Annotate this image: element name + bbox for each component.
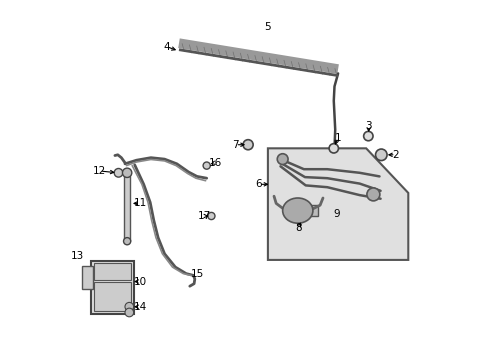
Circle shape	[363, 131, 372, 141]
Text: 11: 11	[133, 198, 146, 208]
Circle shape	[328, 144, 338, 153]
Circle shape	[123, 238, 130, 245]
Text: 1: 1	[334, 132, 341, 143]
Circle shape	[114, 168, 122, 177]
Ellipse shape	[282, 198, 312, 223]
Text: 15: 15	[190, 269, 203, 279]
Text: 6: 6	[255, 179, 262, 189]
Bar	[94, 263, 131, 280]
Text: 2: 2	[391, 150, 398, 160]
Text: 17: 17	[197, 211, 210, 221]
Text: 8: 8	[295, 222, 301, 233]
Text: 7: 7	[232, 140, 238, 150]
Circle shape	[366, 188, 379, 201]
Polygon shape	[267, 148, 407, 260]
Text: 5: 5	[264, 22, 271, 32]
Circle shape	[243, 140, 253, 150]
Text: 4: 4	[163, 42, 170, 52]
Bar	[123, 176, 130, 241]
Text: 10: 10	[133, 276, 146, 287]
Text: 14: 14	[133, 302, 146, 312]
Bar	[296, 205, 317, 216]
Text: 3: 3	[365, 121, 371, 131]
Text: 9: 9	[332, 209, 339, 219]
Text: 12: 12	[93, 166, 106, 176]
Circle shape	[125, 308, 133, 317]
Circle shape	[207, 212, 215, 220]
Text: 16: 16	[208, 158, 221, 168]
Bar	[91, 261, 134, 314]
Circle shape	[203, 162, 210, 169]
Text: 13: 13	[70, 251, 83, 261]
Circle shape	[122, 168, 132, 177]
Circle shape	[277, 154, 287, 165]
Bar	[94, 282, 131, 311]
Circle shape	[375, 149, 386, 161]
Circle shape	[125, 302, 133, 311]
Bar	[81, 266, 93, 289]
